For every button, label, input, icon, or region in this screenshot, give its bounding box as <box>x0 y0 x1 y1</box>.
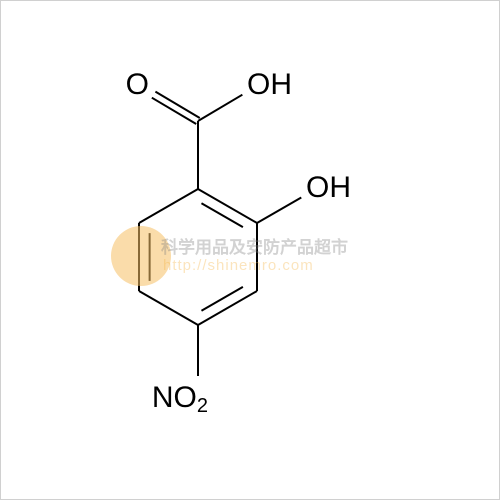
watermark-url: http://shinemro.com <box>163 257 314 274</box>
svg-text:OH: OH <box>306 171 351 204</box>
watermark-text-main: 科学用品及安防产品超市 <box>161 233 348 258</box>
svg-text:NO2: NO2 <box>152 381 208 417</box>
diagram-container: O OH OH NO2 科学用品及安防产品超市 http://shinemro.com <box>0 0 500 500</box>
svg-text:OH: OH <box>247 68 292 101</box>
svg-text:O: O <box>126 68 149 101</box>
